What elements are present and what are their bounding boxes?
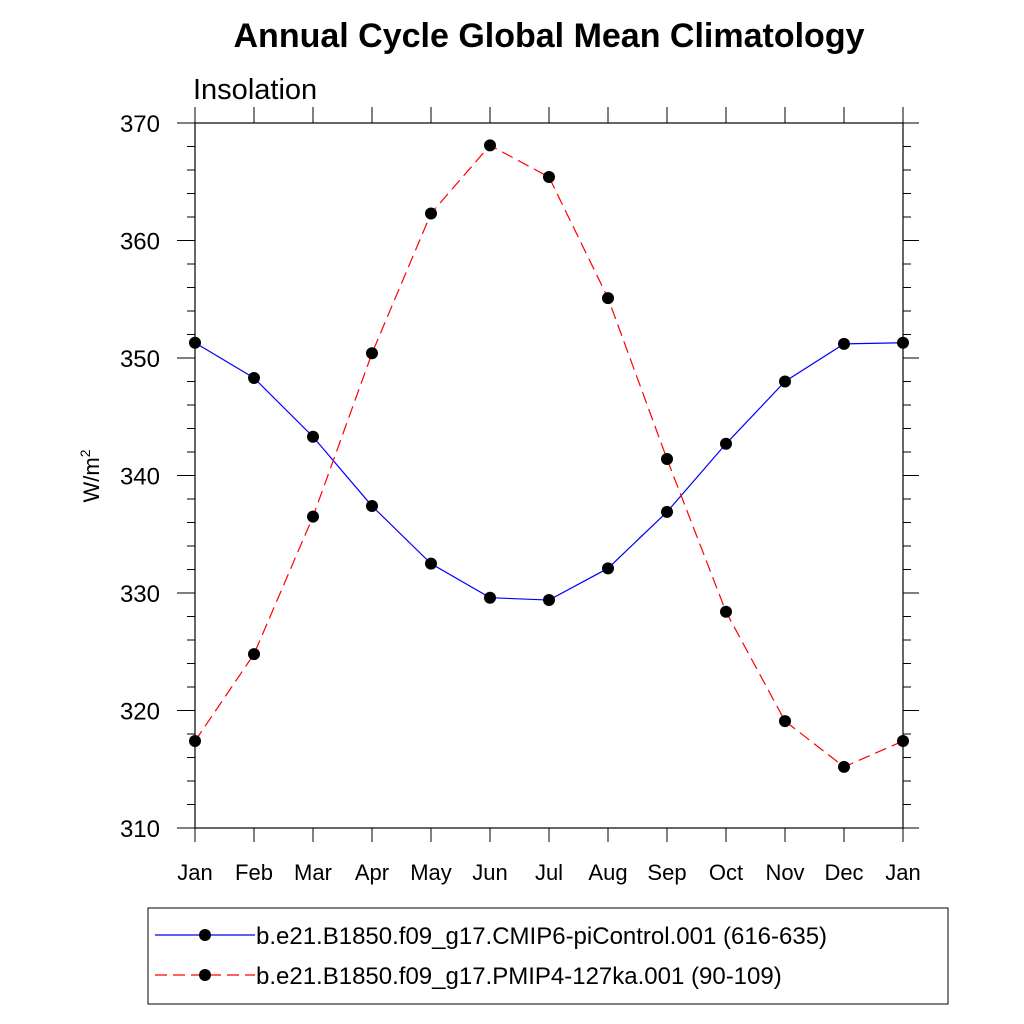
series-2-point: [425, 207, 437, 220]
series-1-point: [838, 337, 850, 350]
y-tick-label: 340: [120, 464, 160, 491]
x-tick-label: Nov: [765, 860, 804, 885]
x-tick-label: Aug: [588, 860, 627, 885]
series-lines: [194, 144, 904, 768]
series-1-point: [248, 371, 260, 384]
legend: b.e21.B1850.f09_g17.CMIP6-piControl.001 …: [155, 923, 827, 990]
legend-box: [147, 907, 949, 1005]
x-tick-label: Jan: [885, 860, 920, 885]
series-1-point: [366, 500, 378, 513]
series-line-2: [194, 144, 904, 768]
series-2-point: [543, 171, 555, 184]
axis-ticks: [177, 107, 919, 842]
y-tick-label: 310: [120, 816, 160, 843]
series-2-point: [307, 510, 319, 523]
x-tick-label: Jul: [535, 860, 563, 885]
series-2-point: [366, 347, 378, 360]
x-tick-label: Apr: [355, 860, 389, 885]
series-1-point: [543, 594, 555, 607]
x-tick-label: May: [410, 860, 452, 885]
series-2-point: [779, 715, 791, 728]
series-1-point: [897, 336, 909, 349]
series-2-point: [838, 760, 850, 773]
series-1-point: [720, 437, 732, 450]
y-tick-label: 320: [120, 699, 160, 726]
y-axis-label: W/m2: [77, 449, 104, 502]
series-1-point: [425, 557, 437, 570]
series-1-point: [484, 591, 496, 604]
y-axis-label-text: W/m: [79, 457, 104, 502]
series-2-point: [720, 605, 732, 618]
legend-label-2: b.e21.B1850.f09_g17.PMIP4-127ka.001 (90-…: [256, 963, 782, 990]
x-tick-label: Oct: [709, 860, 743, 885]
legend-label-1: b.e21.B1850.f09_g17.CMIP6-piControl.001 …: [256, 923, 827, 950]
series-2-point: [661, 453, 673, 466]
y-tick-label: 350: [120, 346, 160, 373]
y-tick-labels: 310 320 330 340 350 360 370: [120, 111, 160, 843]
x-tick-label: Dec: [824, 860, 863, 885]
x-tick-label: Sep: [647, 860, 686, 885]
y-tick-label: 330: [120, 581, 160, 608]
legend-marker-2: [199, 969, 211, 981]
y-tick-label: 360: [120, 229, 160, 256]
series-2-point: [189, 735, 201, 748]
x-tick-labels: Jan Feb Mar Apr May Jun Jul Aug Sep Oct Nov Dec Jan: [177, 860, 920, 885]
series-2-point: [484, 139, 496, 152]
series-1-point: [307, 430, 319, 443]
series-1-point: [602, 562, 614, 575]
series-1-point: [661, 505, 673, 518]
y-axis-label-superscript: 2: [77, 449, 93, 457]
y-tick-label: 370: [120, 111, 160, 138]
plot-frame: [194, 122, 904, 829]
legend-marker-1: [199, 929, 211, 941]
chart-title: Annual Cycle Global Mean Climatology: [234, 17, 865, 55]
x-tick-label: Jun: [472, 860, 507, 885]
chart-subtitle: Insolation: [193, 74, 317, 106]
series-markers: [189, 139, 909, 773]
series-1-point: [189, 336, 201, 349]
x-tick-label: Jan: [177, 860, 212, 885]
svg-text:W/m2: W/m2: [77, 449, 104, 502]
series-2-point: [897, 735, 909, 748]
series-2-point: [602, 292, 614, 305]
series-1-point: [779, 375, 791, 388]
x-tick-label: Mar: [294, 860, 332, 885]
x-tick-label: Feb: [235, 860, 273, 885]
series-2-point: [248, 648, 260, 661]
series-line-1: [194, 342, 904, 601]
